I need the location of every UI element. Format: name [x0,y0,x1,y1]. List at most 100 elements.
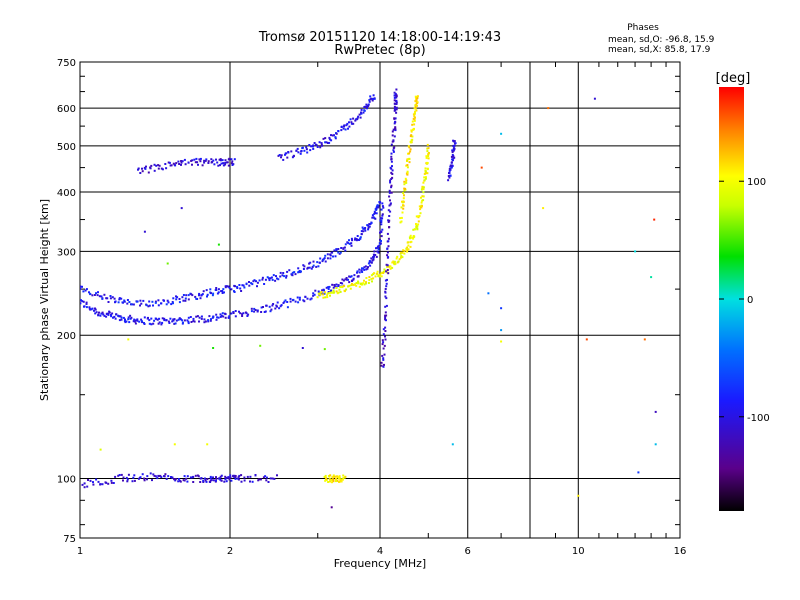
echo-point [186,475,189,478]
echo-point [153,169,156,172]
echo-point [451,151,454,153]
echo-point [220,479,223,482]
echo-point [149,167,152,170]
echo-point [139,172,142,174]
echo-point [364,105,367,108]
echo-point [480,166,483,169]
echo-point [415,103,417,106]
echo-point [309,149,312,152]
echo-point [425,156,428,159]
echo-point [258,478,261,481]
echo-point [384,330,387,332]
echo-point [198,294,200,297]
echo-point [267,481,270,483]
echo-point [311,266,314,268]
echo-point [328,141,331,144]
echo-point [408,157,411,160]
echo-point [394,262,397,265]
echo-point [165,167,168,170]
x-tick-label: 2 [227,546,233,557]
echo-point [228,478,231,481]
echo-point [126,302,129,305]
echo-point [390,167,393,170]
echo-point [411,135,414,138]
echo-point [427,147,430,150]
echo-point [220,474,223,477]
echo-point [406,246,409,249]
echo-point [266,276,269,279]
echo-point [156,477,159,480]
echo-point [310,297,313,300]
colorbar-ticks: 100 0 -100 [719,177,770,424]
echo-point [118,298,121,301]
echo-point [225,476,228,479]
echo-point [94,312,97,315]
echo-point [262,306,264,308]
echo-point [361,226,364,229]
echo-point [368,223,371,225]
echo-point [334,136,337,139]
echo-point [403,180,406,183]
echo-point [281,274,284,277]
echo-point [215,479,217,482]
echo-point [400,206,403,209]
echo-point [350,242,353,245]
echo-point [321,292,324,295]
echo-point [123,320,126,322]
echo-point [186,480,189,483]
echo-point [284,299,287,302]
echo-point [326,294,329,297]
echo-point [370,274,373,277]
echo-point [140,302,143,305]
echo-point [101,483,104,486]
echo-point [240,474,243,477]
echo-point [350,244,353,247]
echo-point [406,164,409,167]
echo-point [213,163,216,166]
echo-point [380,364,383,367]
echo-point [200,294,203,297]
echo-point [190,159,193,162]
echo-point [362,282,365,285]
echo-point [392,128,395,131]
echo-point [210,479,213,482]
echo-point [387,237,390,240]
echo-point [207,160,210,163]
echo-point [82,300,85,303]
echo-point [402,249,405,252]
echo-point [321,258,324,261]
echo-point [123,300,126,303]
echo-point [242,284,245,287]
echo-point [370,97,373,100]
echo-point [143,316,146,319]
echo-point [376,270,379,273]
echo-point [272,274,275,277]
echo-point [173,318,176,321]
echo-point [126,478,129,481]
echo-point [160,167,163,170]
echo-point [393,91,396,94]
echo-point [230,288,233,291]
echo-point [317,290,320,293]
echo-point [163,475,166,478]
echo-point [157,304,160,307]
echo-point [154,300,157,303]
echo-point [202,479,205,482]
echo-point [382,272,385,274]
echo-point [426,172,429,175]
echo-point [171,301,174,303]
echo-point [172,302,174,305]
echo-point [151,300,154,303]
echo-point [341,478,344,481]
echo-point [411,120,414,123]
echo-point [452,140,455,143]
echo-point [395,108,398,111]
echo-point [448,169,451,172]
echo-point [371,99,374,102]
echo-point [384,311,387,314]
echo-point [380,235,383,238]
echo-point [323,292,326,295]
echo-point [300,270,302,273]
echo-point [200,315,203,318]
echo-point [270,276,273,279]
